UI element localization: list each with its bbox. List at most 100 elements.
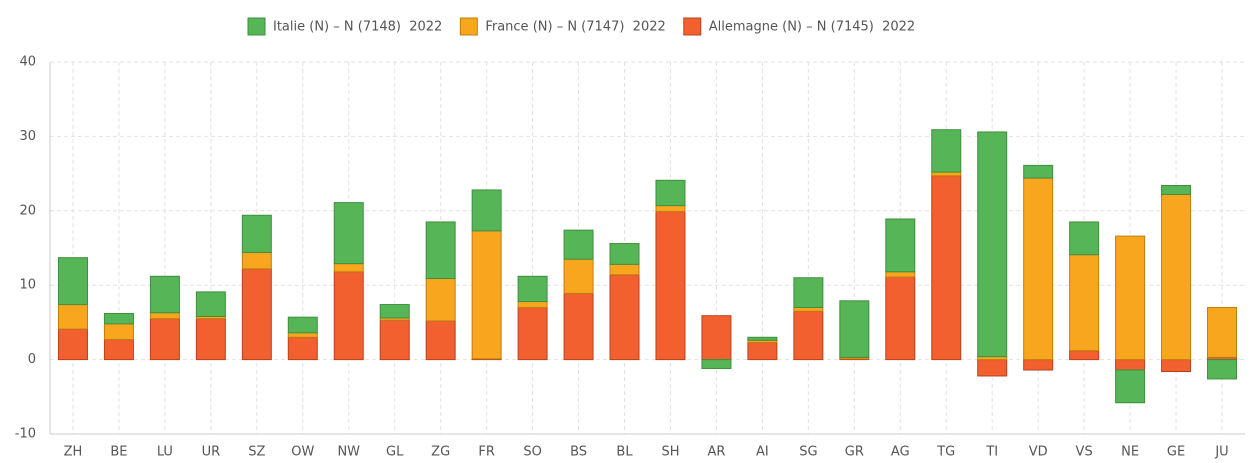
bar-segment [701, 359, 732, 370]
bar-segment [57, 304, 88, 330]
bar-segment [563, 229, 594, 260]
bar-segment [517, 275, 548, 303]
x-tick-label: LU [157, 445, 173, 460]
x-tick-label: SO [523, 445, 541, 460]
bar-segment [885, 276, 916, 361]
x-tick-label: SZ [248, 445, 265, 460]
bar-segment [379, 304, 410, 319]
bar-segment [977, 131, 1008, 358]
bar-segment [287, 336, 318, 361]
bar-segment [747, 336, 778, 341]
bar-segment [379, 319, 410, 361]
bar-segment [655, 179, 686, 207]
bar-segment [1207, 307, 1238, 358]
bar-segment [241, 268, 272, 361]
bar-segment [241, 214, 272, 253]
x-tick-label: UR [202, 445, 221, 460]
x-tick-label: NW [337, 445, 360, 460]
y-tick-label: -10 [15, 427, 36, 442]
legend-label: Italie (N) – N (7148) 2022 [273, 20, 442, 35]
bar-segment [609, 274, 640, 361]
x-tick-label: BE [110, 445, 127, 460]
legend-swatch [683, 17, 702, 36]
x-tick-label: OW [291, 445, 314, 460]
bar-segment [747, 341, 778, 361]
y-tick-label: 30 [19, 129, 36, 144]
bar-segment [885, 271, 916, 278]
x-tick-label: JU [1214, 445, 1228, 460]
bar-segment [425, 221, 456, 280]
legend-label: France (N) – N (7147) 2022 [485, 20, 665, 35]
x-tick-label: AR [707, 445, 725, 460]
bar-segment [655, 211, 686, 361]
bar-segment [333, 202, 364, 265]
bar-segment [655, 205, 686, 213]
legend-swatch [247, 17, 266, 36]
bar-segment [1023, 177, 1054, 361]
bar-segment [1023, 164, 1054, 179]
bar-segment [701, 315, 732, 361]
bar-segment [425, 278, 456, 322]
y-tick-label: 20 [19, 203, 36, 218]
bar-segment [793, 277, 824, 309]
bar-segment [1115, 369, 1146, 404]
bar-segment [1207, 359, 1238, 380]
bar-segment [1069, 350, 1100, 361]
bar-segment [793, 307, 824, 312]
x-tick-label: TG [936, 445, 955, 460]
bar-segment [1161, 359, 1192, 373]
bar-segment [149, 318, 180, 361]
bar-segment [195, 291, 226, 317]
x-tick-label: BL [616, 445, 633, 460]
bar-segment [1115, 359, 1146, 371]
bar-segment [1069, 254, 1100, 352]
bar-segment [977, 359, 1008, 377]
bar-segment [931, 171, 962, 177]
bar-segment [149, 312, 180, 320]
bar-segment [885, 218, 916, 273]
bar-segment [1115, 235, 1146, 361]
bar-segment [287, 332, 318, 338]
x-tick-label: FR [478, 445, 495, 460]
x-tick-label: VS [1076, 445, 1093, 460]
bar-segment [195, 318, 226, 361]
bar-segment [1069, 221, 1100, 256]
bar-segment [1023, 359, 1054, 371]
bar-segment [471, 230, 502, 360]
bar-segment [241, 251, 272, 270]
bar-segment [563, 292, 594, 361]
bar-segment [517, 301, 548, 309]
x-tick-label: AI [756, 445, 769, 460]
bar-segment [425, 320, 456, 361]
x-tick-label: GE [1167, 445, 1185, 460]
bar-segment [149, 275, 180, 314]
bar-segment [793, 310, 824, 361]
bar-segment [563, 258, 594, 294]
bar-segment [839, 300, 870, 358]
x-tick-label: VD [1029, 445, 1048, 460]
bar-segment [471, 189, 502, 232]
bar-segment [517, 307, 548, 361]
y-tick-label: 0 [28, 352, 36, 367]
x-tick-label: BS [570, 445, 587, 460]
bar-segment [287, 316, 318, 334]
bar-segment [1161, 185, 1192, 195]
x-tick-label: ZG [431, 445, 450, 460]
x-tick-label: GL [386, 445, 404, 460]
x-tick-label: SG [799, 445, 817, 460]
y-tick-label: 10 [19, 278, 36, 293]
x-tick-label: TI [985, 445, 998, 460]
x-tick-label: AG [891, 445, 910, 460]
x-tick-label: SH [661, 445, 679, 460]
bar-segment [103, 312, 134, 325]
bar-segment [103, 339, 134, 361]
bar-segment [1161, 193, 1192, 361]
bar-segment [57, 328, 88, 361]
bar-segment [931, 129, 962, 173]
bar-segment [333, 271, 364, 361]
bar-segment [57, 257, 88, 306]
legend-label: Allemagne (N) – N (7145) 2022 [709, 20, 915, 35]
x-tick-label: NE [1121, 445, 1139, 460]
bar-segment [609, 263, 640, 276]
